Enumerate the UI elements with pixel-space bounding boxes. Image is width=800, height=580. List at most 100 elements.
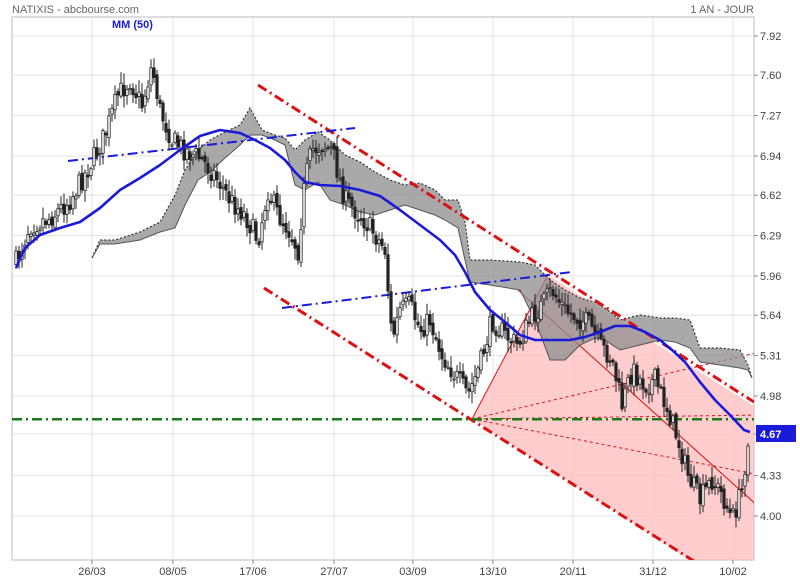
candle-body [155, 74, 159, 100]
candle-body [188, 151, 192, 160]
candle-body [86, 174, 90, 178]
candle-body [281, 223, 285, 227]
candle-body [353, 206, 357, 219]
candle-body [461, 371, 465, 379]
x-tick-label: 27/07 [320, 566, 348, 578]
candle-body [29, 233, 33, 237]
candle-body [254, 221, 258, 241]
candle-body [599, 328, 603, 339]
candle-body [455, 371, 459, 378]
svg-text:4.67: 4.67 [760, 429, 781, 441]
y-tick-label: 6.94 [760, 151, 781, 163]
candle-body [437, 338, 441, 352]
candle-body [626, 377, 630, 387]
candle-body [464, 376, 468, 389]
candle-body [170, 144, 174, 147]
cloud-span-a [91, 106, 753, 379]
candle-body [449, 367, 453, 378]
candle-body [194, 148, 198, 153]
candle-body [380, 238, 384, 247]
candle-body [122, 84, 126, 97]
candle-body [371, 218, 375, 234]
candle-body [242, 211, 246, 218]
candle-body [383, 247, 387, 255]
candle-body [62, 203, 66, 215]
candle-body [239, 207, 243, 220]
x-tick-label: 26/03 [78, 566, 106, 578]
candle-body [89, 168, 93, 177]
candle-body [536, 318, 540, 323]
candle-body [356, 219, 360, 222]
candle-body [581, 321, 585, 332]
candle-body [212, 170, 216, 181]
candle-body [632, 363, 636, 387]
candle-body [341, 176, 345, 204]
candle-body [401, 300, 405, 306]
candle-body [419, 325, 423, 333]
candle-body [533, 304, 537, 322]
candle-body [374, 234, 378, 245]
candle-body [359, 218, 363, 221]
ma-legend: MM (50) [112, 19, 153, 31]
candle-body [107, 115, 111, 139]
candle-body [677, 440, 681, 449]
candle-body [713, 486, 717, 489]
candle-body [611, 359, 615, 363]
candle-body [143, 95, 147, 107]
candle-body [92, 147, 96, 167]
candle-body [548, 286, 552, 289]
candle-body [323, 149, 327, 152]
candle-body [149, 67, 153, 86]
candle-body [443, 359, 447, 368]
candle-body [335, 146, 339, 178]
candle-body [614, 362, 618, 382]
candle-body [725, 505, 729, 509]
cloud-area [92, 108, 752, 378]
candle-body [605, 345, 609, 363]
candle-body [686, 455, 690, 476]
candle-body [542, 293, 546, 300]
candle-body [665, 407, 669, 412]
candle-body [557, 299, 561, 303]
candle-body [650, 378, 654, 396]
candle-body [98, 153, 102, 156]
candle-body [638, 377, 642, 385]
candle-body [641, 378, 645, 390]
candle-body [416, 321, 420, 326]
candle-body [680, 448, 684, 465]
candle-body [428, 314, 432, 326]
candle-body [257, 241, 261, 246]
candle-body [14, 250, 18, 265]
candle-body [38, 228, 42, 232]
fan-area [472, 275, 754, 560]
candle-body [572, 313, 576, 321]
candle-body [716, 483, 720, 488]
candle-body [470, 383, 474, 393]
candle-body [32, 232, 36, 236]
candle-body [527, 321, 531, 324]
candle-body [47, 219, 51, 225]
y-tick-label: 7.27 [760, 111, 781, 123]
candle-body [161, 102, 165, 122]
candle-body [317, 152, 321, 156]
candle-body [602, 338, 606, 346]
candle-body [506, 327, 510, 341]
candle-body [260, 222, 264, 243]
candle-body [737, 489, 741, 519]
candle-body [497, 335, 501, 338]
candlesticks [14, 58, 750, 528]
candle-body [425, 313, 429, 336]
candle-body [236, 208, 240, 215]
candle-body [446, 366, 450, 369]
candle-body [701, 484, 705, 507]
candle-body [653, 368, 657, 381]
x-tick-label: 20/11 [560, 566, 587, 578]
candle-body [473, 376, 477, 386]
candle-body [593, 325, 597, 334]
candle-body [569, 312, 573, 315]
candle-body [104, 132, 108, 136]
candle-body [545, 288, 549, 293]
candle-body [176, 135, 180, 148]
candle-body [389, 291, 393, 324]
trend-lines [12, 83, 754, 560]
